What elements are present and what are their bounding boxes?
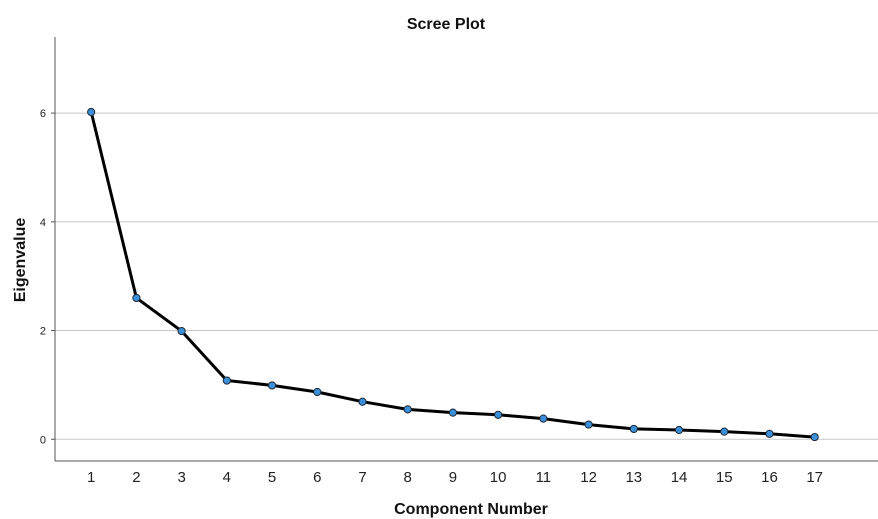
data-point-3 [177, 326, 186, 336]
x-tick-label-5: 6 [313, 469, 321, 486]
x-tick-label-0: 1 [87, 469, 95, 486]
data-point-10 [494, 410, 503, 419]
chart-title: Scree Plot [407, 16, 486, 33]
x-tick-label-2: 3 [177, 469, 185, 486]
x-tick-label-9: 10 [490, 469, 507, 486]
series-line [89, 111, 815, 439]
x-tick-label-14: 15 [716, 469, 733, 486]
data-point-14 [674, 425, 684, 435]
x-tick-label-4: 5 [268, 469, 276, 486]
series [87, 107, 819, 442]
y-tick-label-1: 2 [40, 326, 46, 338]
data-point-15 [720, 427, 729, 436]
x-tick-label-16: 17 [806, 469, 823, 486]
y-tick-label-3: 6 [40, 108, 46, 120]
data-point-13 [629, 424, 638, 434]
data-point-12 [584, 420, 593, 429]
data-point-1 [87, 107, 96, 117]
x-tick-label-11: 12 [580, 469, 597, 486]
axes [51, 37, 878, 462]
gridlines [55, 112, 878, 440]
data-point-7 [358, 397, 367, 406]
data-point-4 [222, 376, 231, 385]
data-point-8 [403, 405, 412, 414]
y-tick-label-2: 4 [40, 217, 46, 229]
x-tick-label-15: 16 [761, 469, 778, 486]
x-tick-label-6: 7 [358, 469, 366, 486]
x-tick-label-7: 8 [404, 469, 412, 486]
data-point-11 [539, 414, 548, 423]
x-axis-label: Component Number [394, 501, 548, 518]
x-tick-label-13: 14 [671, 469, 688, 486]
x-tick-label-8: 9 [449, 469, 457, 486]
y-axis-label: Eigenvalue [12, 218, 29, 303]
data-point-16 [765, 429, 774, 438]
data-point-9 [448, 408, 458, 417]
data-point-6 [313, 387, 322, 397]
y-tick-label-0: 0 [40, 434, 46, 446]
data-point-5 [267, 381, 277, 390]
x-tick-label-3: 4 [223, 469, 231, 486]
x-tick-label-10: 11 [536, 469, 552, 486]
data-point-2 [132, 293, 141, 303]
x-tick-label-12: 13 [625, 469, 642, 486]
data-point-17 [810, 432, 819, 442]
x-tick-label-1: 2 [132, 469, 140, 486]
